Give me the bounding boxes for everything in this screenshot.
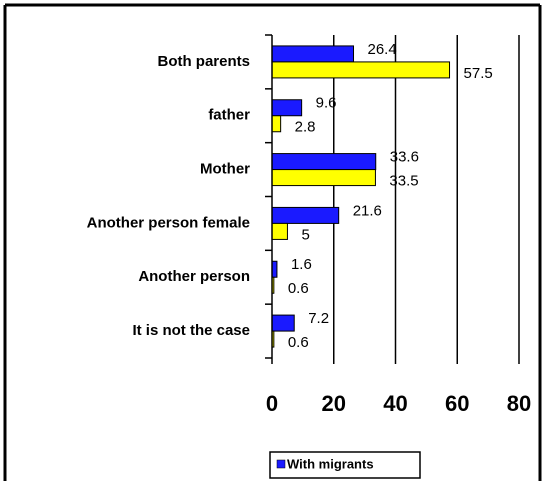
value-label: 1.6 (291, 256, 312, 273)
legend-label: With migrants (287, 456, 374, 471)
bar (271, 99, 303, 117)
value-label: 0.6 (288, 334, 309, 351)
value-label: 7.2 (308, 310, 329, 327)
x-tick-label: 80 (507, 391, 531, 416)
bar (271, 45, 355, 63)
legend-box (269, 451, 421, 479)
value-label: 2.8 (295, 119, 316, 136)
category-label: It is not the case (132, 322, 250, 339)
category-label: father (208, 107, 250, 124)
legend-swatch (276, 459, 286, 469)
x-tick-label: 20 (322, 391, 346, 416)
x-tick-label: 40 (383, 391, 407, 416)
value-label: 21.6 (353, 202, 382, 219)
value-label: 33.6 (390, 149, 419, 166)
x-tick-label: 60 (445, 391, 469, 416)
value-label: 5 (301, 226, 309, 243)
bar (271, 115, 282, 133)
bar (271, 222, 288, 240)
bar (271, 169, 376, 187)
bar (271, 314, 295, 332)
x-tick-label: 0 (266, 391, 278, 416)
bar (271, 153, 377, 171)
category-label: Another person female (87, 214, 250, 231)
value-label: 26.4 (368, 41, 397, 58)
bar (271, 206, 340, 224)
bar (271, 61, 451, 79)
category-label: Both parents (157, 53, 250, 70)
category-label: Another person (138, 268, 250, 285)
value-label: 33.5 (389, 173, 418, 190)
value-label: 0.6 (288, 280, 309, 297)
category-label: Mother (200, 161, 250, 178)
value-label: 9.6 (316, 95, 337, 112)
value-label: 57.5 (464, 65, 493, 82)
